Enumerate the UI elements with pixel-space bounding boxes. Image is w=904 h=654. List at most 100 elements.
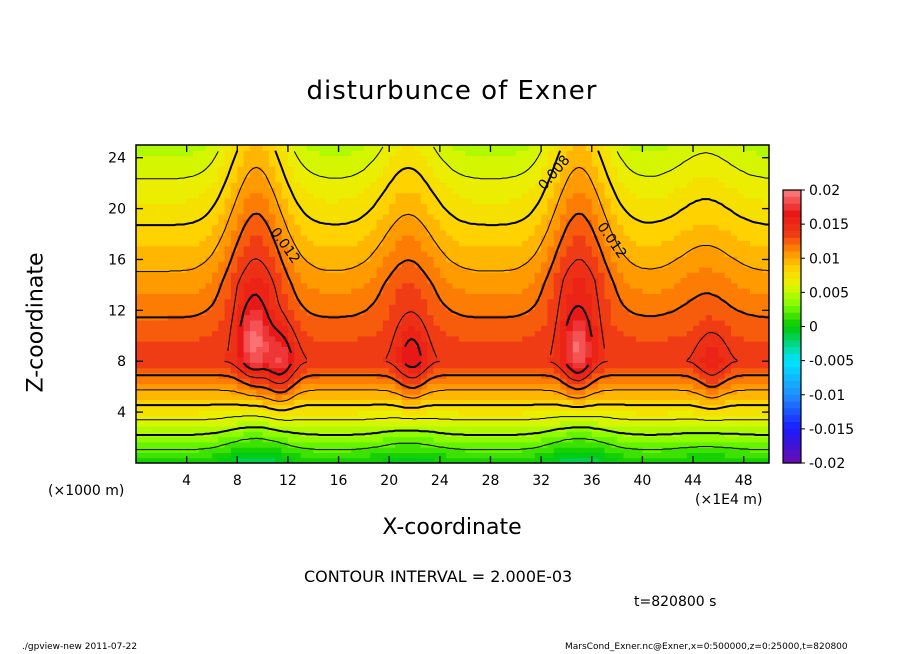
field-cell xyxy=(617,436,625,443)
field-cell xyxy=(186,298,194,305)
field-cell xyxy=(161,330,169,337)
field-cell xyxy=(382,240,390,247)
field-cell xyxy=(357,388,365,395)
field-cell xyxy=(161,394,169,400)
field-cell xyxy=(363,160,371,167)
field-cell xyxy=(446,452,454,459)
field-cell xyxy=(173,425,181,432)
field-cell xyxy=(642,309,650,316)
field-cell xyxy=(218,240,226,247)
field-cell xyxy=(642,251,650,257)
field-cell xyxy=(452,357,460,363)
field-cell xyxy=(382,176,390,183)
field-cell xyxy=(623,266,631,273)
field-cell xyxy=(617,192,625,199)
field-cell xyxy=(490,335,498,342)
field-cell xyxy=(154,235,162,241)
field-cell xyxy=(484,229,492,236)
field-cell xyxy=(414,298,422,305)
field-cell xyxy=(471,282,479,289)
field-cell xyxy=(230,346,238,353)
field-cell xyxy=(249,245,257,252)
field-cell xyxy=(319,330,327,337)
field-cell xyxy=(528,420,536,427)
field-cell xyxy=(610,378,618,385)
field-cell xyxy=(414,309,422,316)
field-cell xyxy=(325,245,333,252)
field-cell xyxy=(458,288,466,294)
field-cell xyxy=(249,330,257,337)
field-cell xyxy=(382,425,390,432)
field-cell xyxy=(591,150,599,157)
field-cell xyxy=(224,245,232,252)
field-cell xyxy=(534,314,542,321)
field-cell xyxy=(623,335,631,342)
field-cell xyxy=(446,277,454,284)
field-cell xyxy=(560,410,568,416)
field-cell xyxy=(313,394,321,400)
field-cell xyxy=(452,298,460,305)
field-cell xyxy=(268,208,276,215)
field-cell xyxy=(604,383,612,390)
field-cell xyxy=(401,145,409,151)
field-cell xyxy=(629,452,637,459)
field-cell xyxy=(205,293,213,300)
field-cell xyxy=(161,213,169,220)
field-cell xyxy=(465,272,473,279)
field-cell xyxy=(547,335,555,342)
field-cell xyxy=(167,383,175,390)
field-cell xyxy=(287,420,295,427)
field-cell xyxy=(591,335,599,342)
field-cell xyxy=(420,203,428,210)
field-cell xyxy=(547,367,555,374)
field-cell xyxy=(610,351,618,358)
field-cell xyxy=(610,171,618,178)
field-cell xyxy=(262,457,270,463)
field-cell xyxy=(218,335,226,342)
field-cell xyxy=(370,330,378,337)
field-cell xyxy=(275,293,283,300)
field-cell xyxy=(142,288,150,294)
field-cell xyxy=(541,388,549,395)
field-cell xyxy=(515,351,523,358)
field-cell xyxy=(281,176,289,183)
field-cell xyxy=(338,198,346,204)
field-cell xyxy=(439,388,447,395)
field-cell xyxy=(199,160,207,167)
field-cell xyxy=(655,457,662,463)
field-cell xyxy=(136,261,143,268)
field-cell xyxy=(528,410,536,416)
field-cell xyxy=(363,245,371,252)
field-cell xyxy=(617,330,625,337)
field-cell xyxy=(515,420,523,427)
field-cell xyxy=(281,213,289,220)
field-cell xyxy=(357,150,365,157)
field-cell xyxy=(142,383,150,390)
field-cell xyxy=(357,224,365,231)
field-cell xyxy=(148,357,156,363)
field-cell xyxy=(509,298,517,305)
field-cell xyxy=(509,367,517,374)
field-cell xyxy=(617,447,625,453)
field-cell xyxy=(268,240,276,247)
field-cell xyxy=(205,182,213,188)
field-cell xyxy=(389,425,397,432)
field-cell xyxy=(408,457,416,463)
field-cell xyxy=(446,171,454,178)
field-cell xyxy=(458,415,466,422)
field-cell xyxy=(547,431,555,438)
field-cell xyxy=(433,171,441,178)
field-cell xyxy=(414,213,422,220)
field-cell xyxy=(629,330,637,337)
field-cell xyxy=(370,235,378,241)
field-cell xyxy=(376,145,384,151)
field-cell xyxy=(218,341,226,347)
field-cell xyxy=(294,394,302,400)
field-cell xyxy=(173,160,181,167)
field-cell xyxy=(560,208,568,215)
field-cell xyxy=(585,160,593,167)
field-cell xyxy=(268,192,276,199)
field-cell xyxy=(142,304,150,310)
field-cell xyxy=(389,325,397,332)
field-cell xyxy=(363,293,371,300)
